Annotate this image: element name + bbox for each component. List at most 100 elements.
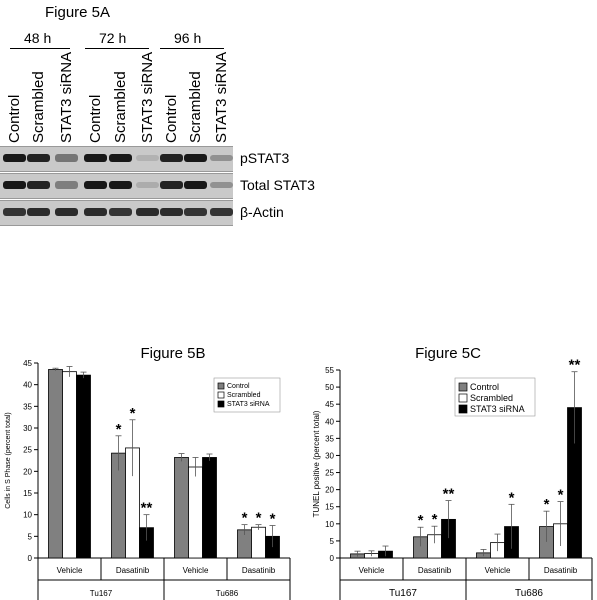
y-tick-label: 30	[23, 424, 32, 433]
significance-marker: *	[256, 510, 262, 527]
x-group-label: Tu167	[389, 588, 417, 599]
blot-band	[136, 181, 159, 189]
lane-label: STAT3 siRNA	[139, 51, 156, 143]
legend-label: STAT3 siRNA	[470, 404, 525, 414]
blot-band	[27, 180, 50, 190]
legend-label: Scrambled	[227, 392, 261, 399]
blot-band	[84, 207, 107, 217]
significance-marker: *	[130, 405, 136, 422]
bar	[62, 371, 77, 559]
lane-label: Control	[6, 94, 23, 143]
significance-marker: **	[141, 500, 153, 517]
y-tick-label: 35	[23, 402, 32, 411]
x-category-label: Dasatinib	[544, 566, 578, 575]
blot-band	[210, 154, 233, 162]
lane-label: Scrambled	[112, 71, 129, 143]
blot-band	[184, 180, 207, 190]
blot-band	[184, 207, 207, 217]
bar	[251, 526, 266, 559]
lane-label: Control	[163, 94, 180, 143]
y-tick-label: 20	[325, 486, 334, 495]
y-tick-label: 10	[325, 520, 334, 529]
blot-band	[3, 180, 26, 190]
x-category-label: Vehicle	[359, 566, 385, 575]
blot-label: β-Actin	[240, 204, 284, 220]
significance-marker: **	[443, 486, 455, 503]
blot-band	[160, 153, 183, 163]
blot-band	[3, 207, 26, 217]
lane-label: STAT3 siRNA	[58, 51, 75, 143]
significance-marker: *	[242, 510, 248, 527]
blot-label: Total STAT3	[240, 177, 315, 193]
blot-band	[136, 154, 159, 162]
y-tick-label: 20	[23, 467, 32, 476]
timepoint-label: 96 h	[174, 30, 202, 46]
y-tick-label: 0	[330, 554, 335, 563]
y-tick-label: 15	[325, 503, 334, 512]
x-category-label: Vehicle	[485, 566, 511, 575]
legend-box	[454, 377, 536, 417]
significance-marker: *	[432, 511, 438, 528]
figure-5b-chart: Figure 5B 0 5 10 15 20 25 30 35 40 45 Cells in S Ph…	[5, 345, 291, 600]
blot-band	[55, 181, 78, 189]
bar	[174, 457, 189, 559]
y-tick-label: 5	[330, 537, 335, 546]
y-tick-label: 45	[325, 400, 334, 409]
figure-5a-title: Figure 5A	[45, 4, 111, 21]
chart-title: Figure 5C	[415, 345, 481, 362]
y-tick-label: 35	[325, 434, 334, 443]
blot-band	[210, 207, 233, 217]
bar	[202, 457, 217, 559]
blot-band	[109, 180, 132, 190]
blot-band	[109, 207, 132, 217]
blot-band	[55, 154, 78, 162]
legend-swatch	[458, 404, 468, 414]
x-category-label: Vehicle	[183, 566, 209, 575]
y-axis-label: TUNEL positive (percent total)	[312, 410, 321, 517]
blot-band	[160, 207, 183, 217]
bar	[48, 369, 63, 559]
blot-band	[84, 180, 107, 190]
y-tick-label: 25	[325, 469, 334, 478]
y-tick-label: 50	[325, 383, 334, 392]
bar	[188, 466, 203, 559]
y-tick-label: 5	[28, 532, 33, 541]
chart-title: Figure 5B	[140, 345, 205, 362]
significance-marker: *	[509, 489, 515, 506]
legend-swatch	[217, 382, 225, 390]
x-category-label: Dasatinib	[242, 566, 276, 575]
lane-label: Scrambled	[187, 71, 204, 143]
y-tick-label: 10	[23, 511, 32, 520]
x-category-label: Dasatinib	[418, 566, 452, 575]
significance-marker: *	[544, 496, 550, 513]
legend-label: Scrambled	[470, 393, 513, 403]
x-group-label: Tu686	[216, 589, 239, 598]
x-category-label: Vehicle	[57, 566, 83, 575]
y-tick-label: 15	[23, 489, 32, 498]
timepoint-label: 72 h	[99, 30, 127, 46]
bar	[76, 374, 91, 559]
y-tick-label: 0	[28, 554, 33, 563]
timepoint-bracket	[85, 48, 149, 49]
x-group-label: Tu167	[90, 589, 113, 598]
y-tick-label: 30	[325, 451, 334, 460]
figure-5c-chart: Figure 5C 0 5 10 15 20 25 30 35 40 45 50 55 TUNEL pos…	[312, 345, 593, 600]
y-tick-label: 25	[23, 446, 32, 455]
y-axis-label: Cells in S Phase (percent total)	[5, 412, 12, 509]
y-tick-label: 55	[325, 366, 334, 375]
blot-band	[27, 153, 50, 163]
x-group-label: Tu686	[515, 588, 543, 599]
blot-label: pSTAT3	[240, 150, 290, 166]
y-tick-label: 40	[325, 417, 334, 426]
blot-band	[27, 207, 50, 217]
lane-label: Control	[87, 94, 104, 143]
timepoint-bracket	[10, 48, 70, 49]
significance-marker: *	[558, 487, 564, 504]
legend-label: Control	[470, 382, 499, 392]
timepoint-label: 48 h	[24, 30, 52, 46]
legend-swatch	[217, 400, 225, 408]
significance-marker: **	[569, 357, 581, 374]
legend-swatch	[458, 393, 468, 403]
blot-band	[3, 153, 26, 163]
